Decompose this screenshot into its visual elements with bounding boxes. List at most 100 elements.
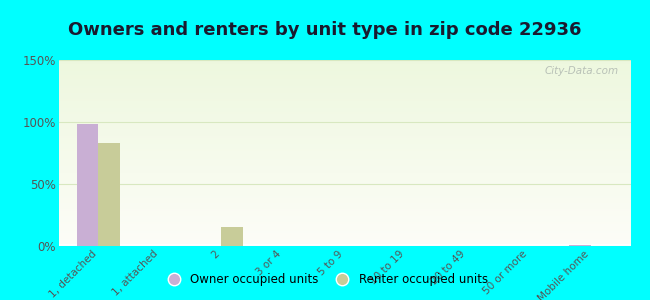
Bar [58, 155, 630, 157]
Bar [77, 124, 99, 246]
Bar [58, 62, 630, 64]
Bar [58, 235, 630, 237]
Bar [58, 207, 630, 209]
Bar [58, 105, 630, 106]
Bar [58, 212, 630, 214]
Bar [58, 229, 630, 231]
Bar [58, 190, 630, 192]
Bar [58, 118, 630, 119]
Bar [58, 196, 630, 198]
Bar [58, 209, 630, 211]
Bar [58, 92, 630, 94]
Bar [58, 123, 630, 125]
Bar [58, 94, 630, 95]
Bar [58, 198, 630, 200]
Bar [58, 129, 630, 131]
Bar [58, 60, 630, 62]
Bar [58, 160, 630, 162]
Bar [58, 77, 630, 79]
Bar [58, 227, 630, 229]
Bar [58, 142, 630, 144]
Bar [58, 140, 630, 142]
Bar [58, 237, 630, 239]
Bar [222, 227, 243, 246]
Bar [58, 97, 630, 99]
Bar [58, 231, 630, 233]
Bar [58, 69, 630, 71]
Text: City-Data.com: City-Data.com [545, 66, 619, 76]
Bar [58, 101, 630, 103]
Bar [58, 108, 630, 110]
Bar [58, 153, 630, 155]
Bar [58, 134, 630, 136]
Bar [58, 164, 630, 166]
Bar [58, 68, 630, 69]
Bar [58, 220, 630, 222]
Bar [58, 179, 630, 181]
Bar [58, 240, 630, 242]
Bar [58, 79, 630, 80]
Bar [58, 159, 630, 161]
Text: Owners and renters by unit type in zip code 22936: Owners and renters by unit type in zip c… [68, 21, 582, 39]
Bar [58, 218, 630, 220]
Bar [58, 58, 630, 60]
Bar [58, 226, 630, 227]
Bar [58, 103, 630, 105]
Bar [58, 238, 630, 240]
Bar [58, 88, 630, 90]
Bar [58, 175, 630, 177]
Bar [58, 66, 630, 68]
Bar [58, 242, 630, 244]
Bar [58, 233, 630, 235]
Bar [58, 149, 630, 151]
Bar [58, 216, 630, 218]
Bar [58, 75, 630, 77]
Bar [58, 201, 630, 203]
Bar [58, 166, 630, 168]
Bar [58, 90, 630, 92]
Bar [58, 162, 630, 164]
Bar [58, 133, 630, 134]
Bar [58, 106, 630, 108]
Bar [58, 127, 630, 129]
Bar [58, 172, 630, 173]
Bar [58, 64, 630, 66]
Bar [58, 82, 630, 84]
Bar [58, 192, 630, 194]
Bar [58, 214, 630, 216]
Bar [58, 119, 630, 122]
Bar [58, 224, 630, 226]
Bar [58, 211, 630, 212]
Bar [58, 194, 630, 196]
Bar [58, 112, 630, 114]
Bar [58, 147, 630, 149]
Bar [58, 222, 630, 224]
Bar [58, 168, 630, 170]
Bar [569, 245, 590, 246]
Bar [58, 122, 630, 123]
Bar [58, 181, 630, 183]
Bar [58, 99, 630, 101]
Bar [58, 136, 630, 138]
Bar [58, 84, 630, 86]
Bar [58, 170, 630, 172]
Bar [58, 86, 630, 88]
Bar [58, 200, 630, 201]
Bar [58, 188, 630, 190]
Bar [58, 177, 630, 179]
Bar [58, 151, 630, 153]
Bar [58, 116, 630, 118]
Bar [58, 125, 630, 127]
Bar [58, 205, 630, 207]
Bar [58, 184, 630, 187]
Bar [58, 80, 630, 82]
Bar [58, 131, 630, 133]
Bar [58, 144, 630, 146]
Bar [58, 146, 630, 147]
Bar [58, 114, 630, 116]
Bar [58, 203, 630, 205]
Bar [99, 143, 120, 246]
Bar [58, 95, 630, 97]
Bar [58, 71, 630, 73]
Bar [58, 183, 630, 184]
